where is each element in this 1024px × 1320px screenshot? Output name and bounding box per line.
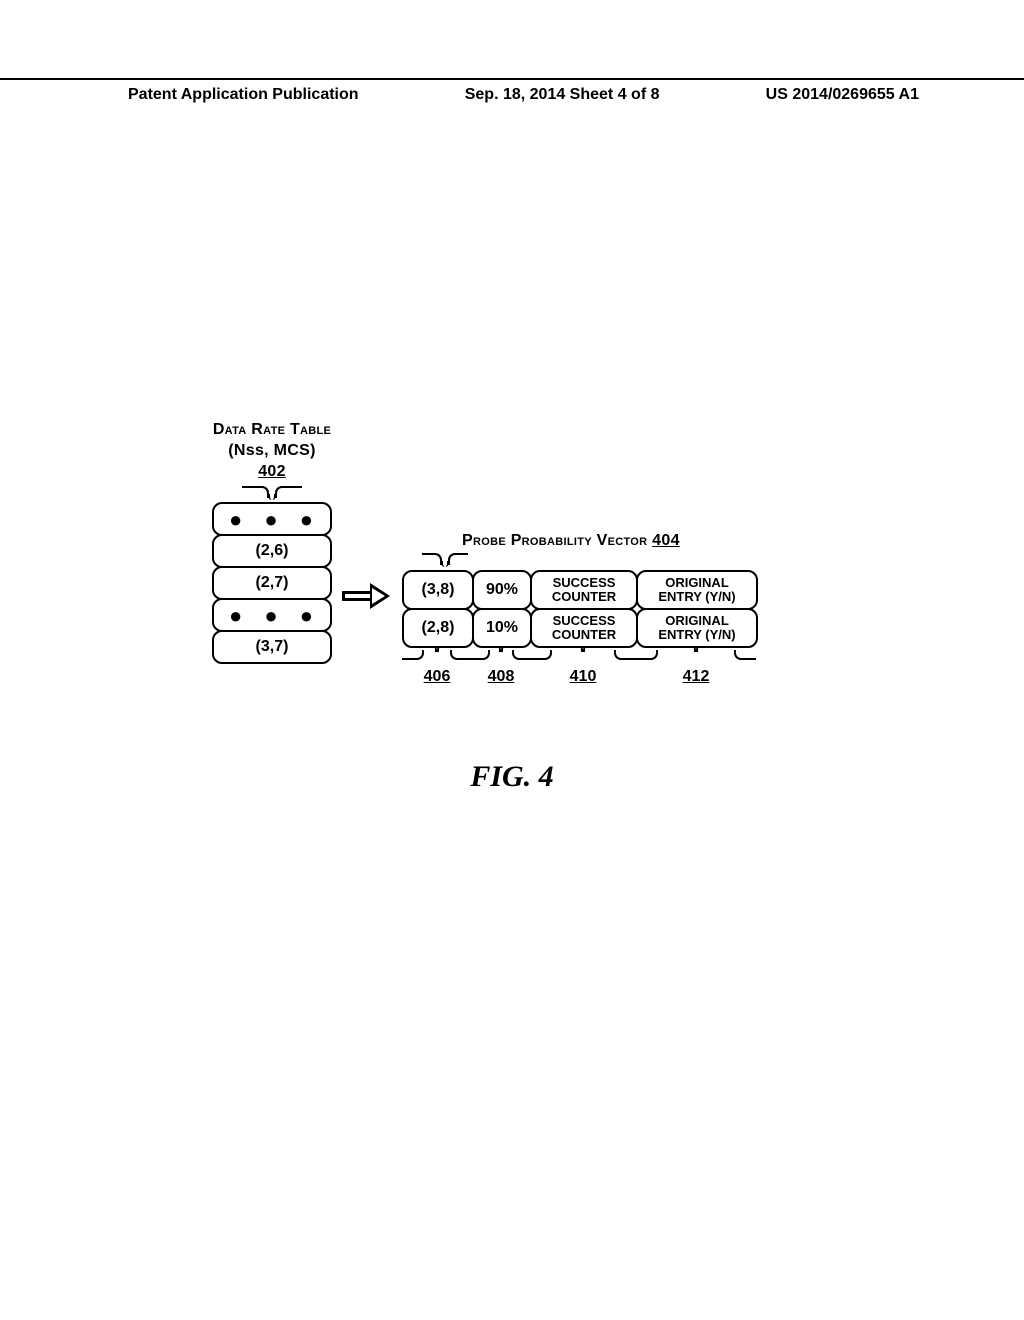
brace-icon	[530, 650, 636, 662]
vector-title: Probe Probability Vector 404	[462, 532, 680, 550]
rate-title-line1: Data Rate Table	[192, 420, 352, 441]
vector-orig-cell: ORIGINALENTRY (Y/N)	[636, 570, 758, 610]
rate-table: ● ● ● (2,6) (2,7) ● ● ● (3,7)	[212, 502, 332, 664]
patent-page: Patent Application Publication Sep. 18, …	[0, 0, 1024, 1320]
brace-icon	[242, 486, 302, 498]
rate-cell-ellipsis: ● ● ●	[212, 598, 332, 632]
prob-vector-table: (3,8) 90% SUCCESSCOUNTER ORIGINALENTRY (…	[402, 570, 756, 646]
brace-row	[402, 650, 756, 662]
rate-cell: (3,7)	[212, 630, 332, 664]
col-ref-row: 406 408 410 412	[402, 668, 756, 686]
header-row: Patent Application Publication Sep. 18, …	[0, 86, 1024, 104]
header-right: US 2014/0269655 A1	[766, 86, 919, 104]
vector-row: (2,8) 10% SUCCESSCOUNTER ORIGINALENTRY (…	[402, 608, 756, 648]
figure-caption: FIG. 4	[0, 760, 1024, 794]
vector-success-cell: SUCCESSCOUNTER	[530, 608, 638, 648]
brace-icon	[636, 650, 756, 662]
header-center: Sep. 18, 2014 Sheet 4 of 8	[465, 86, 660, 104]
page-header: Patent Application Publication Sep. 18, …	[0, 78, 1024, 104]
vector-orig-cell: ORIGINALENTRY (Y/N)	[636, 608, 758, 648]
rate-title-line2: (Nss, MCS)	[192, 441, 352, 462]
vector-title-text: Probe Probability Vector	[462, 532, 647, 549]
brace-icon	[472, 650, 530, 662]
vector-ref: 404	[652, 532, 680, 549]
brace-icon	[422, 553, 468, 565]
rate-cell: (2,7)	[212, 566, 332, 600]
vector-row: (3,8) 90% SUCCESSCOUNTER ORIGINALENTRY (…	[402, 570, 756, 610]
vector-success-cell: SUCCESSCOUNTER	[530, 570, 638, 610]
figure-area: Data Rate Table (Nss, MCS) 402 ● ● ● (2,…	[0, 420, 1024, 662]
header-left: Patent Application Publication	[128, 86, 359, 104]
diagram-fig4: Data Rate Table (Nss, MCS) 402 ● ● ● (2,…	[192, 420, 832, 664]
brace-icon	[402, 650, 472, 662]
vector-pct-cell: 90%	[472, 570, 532, 610]
arrow-icon	[342, 585, 392, 607]
vector-rate-cell: (3,8)	[402, 570, 474, 610]
rate-cell: (2,6)	[212, 534, 332, 568]
rate-cell-ellipsis: ● ● ●	[212, 502, 332, 536]
col-ref: 406	[402, 668, 472, 686]
rate-table-title: Data Rate Table (Nss, MCS) 402	[192, 420, 352, 482]
col-ref: 412	[636, 668, 756, 686]
vector-rate-cell: (2,8)	[402, 608, 474, 648]
col-ref: 410	[530, 668, 636, 686]
col-ref: 408	[472, 668, 530, 686]
rate-table-ref: 402	[192, 462, 352, 483]
vector-pct-cell: 10%	[472, 608, 532, 648]
